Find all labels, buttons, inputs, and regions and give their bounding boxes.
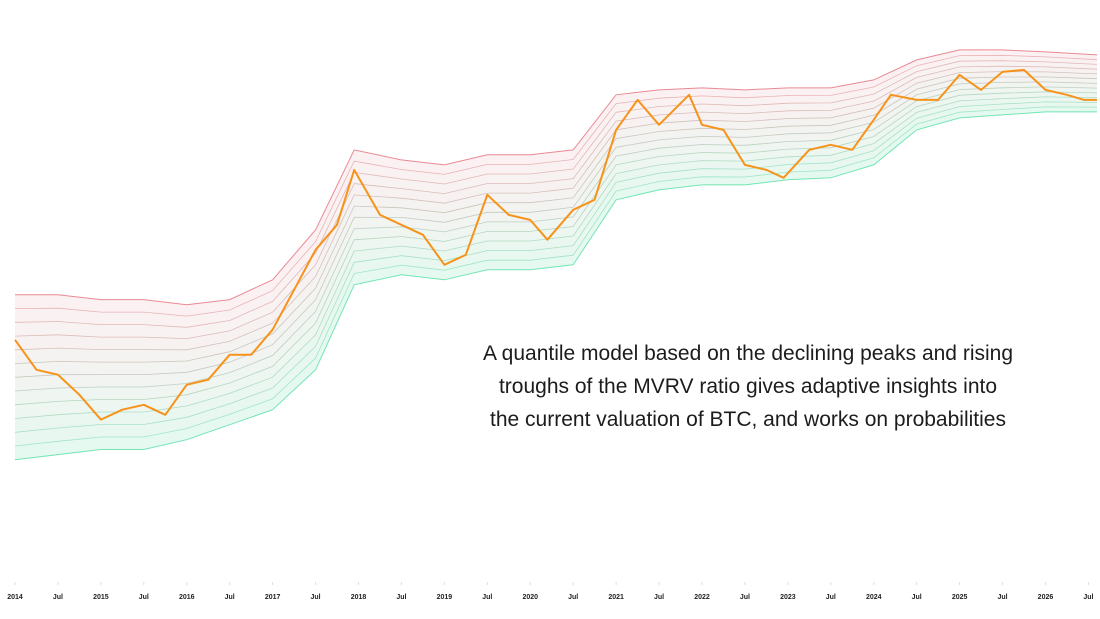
x-tick-label: 2017 — [265, 594, 281, 601]
quantile-line — [14, 91, 1098, 406]
x-tick-label: Jul — [53, 594, 63, 601]
x-tick-label: 2024 — [866, 594, 882, 601]
x-tick-label: Jul — [568, 594, 578, 601]
annotation-line: the current valuation of BTC, and works … — [490, 408, 1006, 431]
quantile-line — [14, 65, 1098, 340]
x-tick-label: 2015 — [93, 594, 109, 601]
quantile-line — [14, 96, 1098, 419]
x-tick-label: 2023 — [780, 594, 796, 601]
x-tick-label: 2018 — [351, 594, 367, 601]
x-tick-label: Jul — [225, 594, 235, 601]
quantile-line — [14, 106, 1098, 447]
x-tick-label: Jul — [396, 594, 406, 601]
x-tick-label: 2021 — [608, 594, 624, 601]
x-tick-label: Jul — [740, 594, 750, 601]
x-tick-label: 2025 — [952, 594, 968, 601]
quantile-line — [14, 76, 1098, 364]
x-tick-label: Jul — [482, 594, 492, 601]
quantile-line — [14, 71, 1098, 351]
x-axis: 2014 Jul 2015 Jul 2016 Jul 2017 Jul 2018 Jul 2019 J… — [7, 582, 1094, 601]
x-tick-label: Jul — [310, 594, 320, 601]
x-tick-label: 2026 — [1038, 594, 1054, 601]
x-tick-label: 2014 — [7, 594, 23, 601]
band-edge — [14, 111, 1097, 461]
x-tick-label: Jul — [139, 594, 149, 601]
x-tick-label: Jul — [912, 594, 922, 601]
x-tick-label: 2022 — [694, 594, 710, 601]
quantile-line — [14, 54, 1098, 317]
band-edge — [15, 49, 1098, 306]
x-tick-label: 2016 — [179, 594, 195, 601]
x-tick-label: Jul — [826, 594, 836, 601]
x-tick-label: Jul — [654, 594, 664, 601]
bands — [14, 49, 1098, 461]
quantile-line — [14, 60, 1098, 328]
x-tick-label: Jul — [1083, 594, 1093, 601]
price-layer — [14, 68, 1097, 421]
annotation-line: troughs of the MVRV ratio gives adaptive… — [499, 375, 997, 398]
quantile-line — [14, 101, 1098, 433]
quantile-line — [14, 86, 1098, 392]
x-tick-label: Jul — [997, 594, 1007, 601]
annotation-line: A quantile model based on the declining … — [483, 342, 1013, 365]
x-tick-label: 2019 — [437, 594, 453, 601]
x-tick-label: 2020 — [522, 594, 538, 601]
price-line — [14, 68, 1097, 421]
